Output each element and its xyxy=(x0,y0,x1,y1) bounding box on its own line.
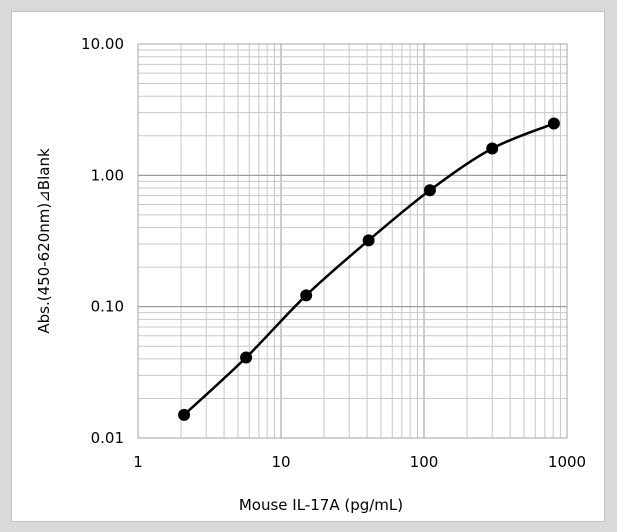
x-tick-label: 100 xyxy=(410,453,439,471)
x-tick-label: 1 xyxy=(133,453,143,471)
fit-curve xyxy=(183,122,555,416)
y-tick-label: 10.00 xyxy=(81,35,124,53)
data-point xyxy=(240,351,253,364)
plot-border xyxy=(137,43,568,439)
data-point xyxy=(547,117,560,130)
x-axis-label: Mouse IL-17A (pg/mL) xyxy=(239,496,403,514)
y-tick-label: 0.10 xyxy=(91,298,124,316)
y-tick-label: 0.01 xyxy=(91,429,124,447)
data-point xyxy=(300,289,313,302)
x-tick-labels: 1 10 100 1000 xyxy=(133,453,586,471)
chart-svg: 0.01 0.10 1.00 10.00 1 10 100 1000 Mouse IL-17… xyxy=(35,35,586,514)
data-point xyxy=(486,142,499,155)
x-tick-label: 10 xyxy=(271,453,290,471)
grid xyxy=(137,43,568,439)
data-point xyxy=(362,234,375,247)
y-tick-label: 1.00 xyxy=(91,166,124,184)
data-point xyxy=(423,184,436,197)
y-tick-labels: 0.01 0.10 1.00 10.00 xyxy=(81,35,124,447)
y-axis-label: Abs.(450-620nm)⊿Blank xyxy=(35,148,53,334)
data-markers xyxy=(178,117,560,421)
data-point xyxy=(178,408,191,421)
x-tick-label: 1000 xyxy=(548,453,586,471)
chart-frame: 0.01 0.10 1.00 10.00 1 10 100 1000 Mouse IL-17… xyxy=(11,11,605,522)
